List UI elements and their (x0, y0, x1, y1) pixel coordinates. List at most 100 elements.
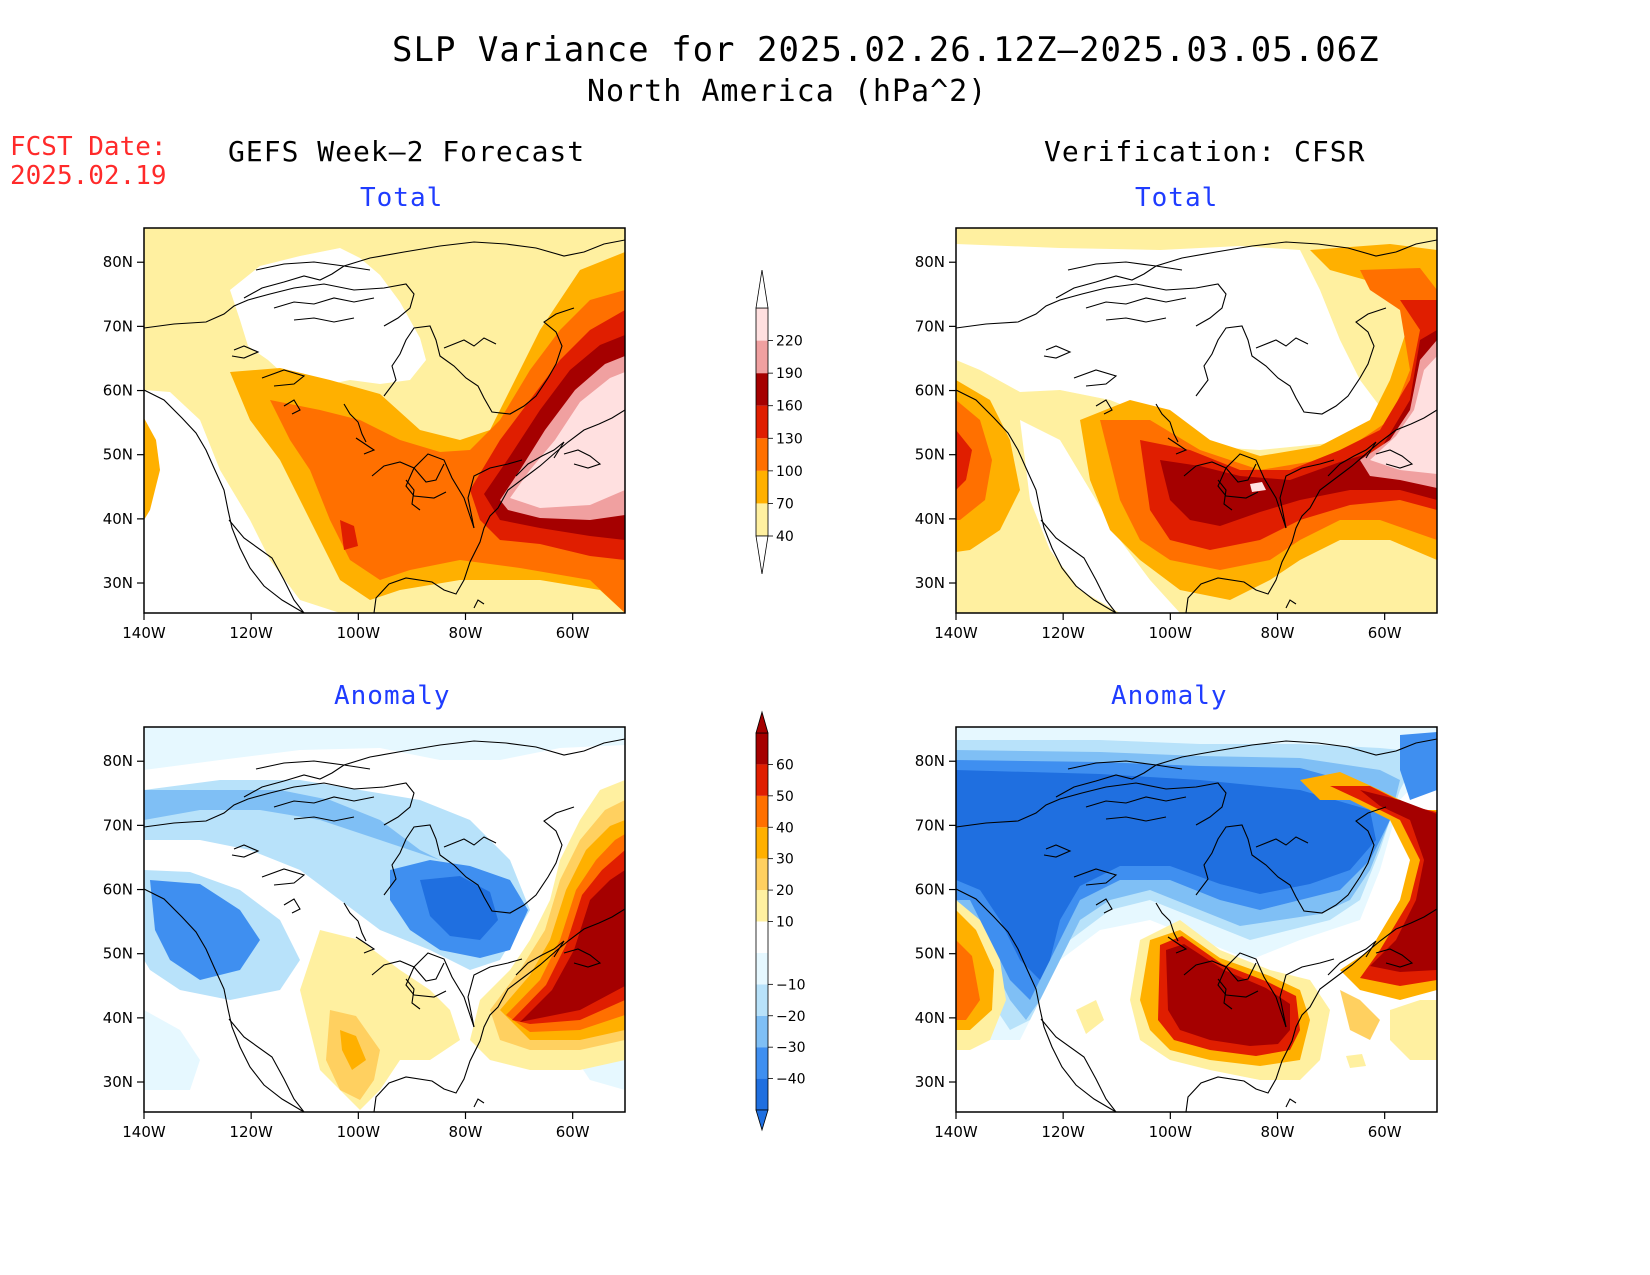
lon-tick-label: 140W (122, 624, 166, 642)
lat-tick-label: 60N (915, 382, 945, 400)
colorbar-swatch (756, 764, 768, 796)
lat-tick-label: 40N (915, 510, 945, 528)
lat-tick-label: 80N (915, 253, 945, 271)
colorbar-cap-bottom (755, 1109, 769, 1132)
lon-tick-label: 120W (1041, 624, 1085, 642)
colorbar-swatch (756, 438, 768, 471)
lat-tick-label: 70N (915, 317, 945, 335)
lat-tick-label: 40N (103, 510, 133, 528)
colorbar-label: 160 (776, 399, 803, 415)
colorbar-swatch (756, 858, 768, 891)
lat-tick-label: 40N (103, 1009, 133, 1027)
fcst-date-value: 2025.02.19 (10, 161, 167, 191)
lat-tick-label: 30N (915, 574, 945, 592)
lat-tick-label: 70N (915, 816, 945, 834)
map-gefs-total (143, 227, 626, 614)
fcst-date-label: FCST Date: (10, 132, 167, 162)
lon-tick-label: 120W (229, 624, 273, 642)
colorbar-swatch (756, 1078, 768, 1110)
lat-tick-label: 60N (103, 881, 133, 899)
lat-tick-label: 80N (103, 253, 133, 271)
lon-tick-label: 100W (1149, 1123, 1193, 1141)
figure-subtitle: North America (hPa^2) (587, 74, 988, 109)
colorbar-label: 10 (776, 915, 794, 931)
colorbar-cap-bottom (755, 535, 769, 575)
left-column-title: GEFS Week–2 Forecast (228, 135, 586, 168)
colorbar-cap-top (755, 710, 769, 734)
lon-tick-label: 80W (449, 624, 483, 642)
lat-tick-label: 50N (103, 446, 133, 464)
colorbar-swatch (756, 890, 768, 922)
colorbar-label: 50 (776, 789, 794, 805)
lat-tick-label: 30N (103, 1073, 133, 1091)
colorbar-label: 30 (776, 852, 794, 868)
colorbar-label: −20 (776, 1009, 806, 1025)
lon-tick-label: 120W (229, 1123, 273, 1141)
colorbar-swatch (756, 795, 768, 828)
lon-tick-label: 140W (934, 1123, 978, 1141)
colorbar-swatch (756, 340, 768, 374)
lat-tick-label: 60N (915, 881, 945, 899)
colorbar-label: 40 (776, 820, 794, 836)
colorbar-label: 40 (776, 529, 794, 545)
lon-tick-label: 100W (337, 624, 381, 642)
colorbar-label: −40 (776, 1072, 806, 1088)
lon-tick-label: 80W (449, 1123, 483, 1141)
colorbar-swatch (756, 1015, 768, 1048)
colorbar-label: 20 (776, 883, 794, 899)
lon-tick-label: 80W (1261, 1123, 1295, 1141)
colorbar-swatch (756, 921, 768, 953)
colorbar-swatch (756, 1047, 768, 1079)
lon-tick-label: 60W (1368, 1123, 1402, 1141)
colorbar-swatch (756, 308, 768, 341)
colorbar-anomaly: −40 −30 −20 −10 10 20 30 40 50 60 (755, 710, 806, 1132)
colorbar-label: −30 (776, 1040, 806, 1056)
figure-title: SLP Variance for 2025.02.26.12Z–2025.03.… (392, 30, 1380, 70)
panel-title-bottom-left: Anomaly (334, 681, 451, 711)
lat-tick-label: 60N (103, 382, 133, 400)
lat-tick-label: 80N (915, 752, 945, 770)
lon-tick-label: 100W (337, 1123, 381, 1141)
colorbar-swatch (756, 952, 768, 985)
colorbar-swatch (756, 827, 768, 859)
colorbar-label: 70 (776, 496, 794, 512)
lon-tick-label: 60W (1368, 624, 1402, 642)
colorbar-swatch (756, 373, 768, 406)
lat-tick-label: 40N (915, 1009, 945, 1027)
lat-tick-label: 50N (915, 945, 945, 963)
map-cfsr-total (955, 227, 1438, 614)
colorbar-label: 60 (776, 757, 794, 773)
colorbar-label: −10 (776, 977, 806, 993)
panel-title-bottom-right: Anomaly (1111, 681, 1228, 711)
lon-tick-label: 100W (1149, 624, 1193, 642)
lon-tick-label: 60W (556, 624, 590, 642)
map-cfsr-anomaly (955, 726, 1438, 1113)
lon-tick-label: 80W (1261, 624, 1295, 642)
colorbar-swatch (756, 405, 768, 439)
colorbar-label: 190 (776, 366, 803, 382)
lat-tick-label: 80N (103, 752, 133, 770)
lat-tick-label: 70N (103, 317, 133, 335)
lon-tick-label: 140W (934, 624, 978, 642)
lat-tick-label: 50N (915, 446, 945, 464)
colorbar-swatch (756, 470, 768, 504)
lat-tick-label: 50N (103, 945, 133, 963)
lat-tick-label: 30N (103, 574, 133, 592)
map-gefs-anomaly (143, 726, 626, 1113)
lat-tick-label: 30N (915, 1073, 945, 1091)
colorbar-swatch (756, 503, 768, 536)
right-column-title: Verification: CFSR (1044, 135, 1366, 168)
colorbar-total: 40 70 100 130 160 190 220 (755, 269, 803, 575)
panel-title-top-right: Total (1135, 183, 1219, 213)
lon-tick-label: 60W (556, 1123, 590, 1141)
lat-tick-label: 70N (103, 816, 133, 834)
colorbar-swatch (756, 733, 768, 765)
colorbar-label: 100 (776, 464, 803, 480)
panel-title-top-left: Total (360, 183, 444, 213)
lon-tick-label: 140W (122, 1123, 166, 1141)
lon-tick-label: 120W (1041, 1123, 1085, 1141)
colorbar-label: 130 (776, 431, 803, 447)
colorbar-swatch (756, 984, 768, 1016)
colorbar-label: 220 (776, 334, 803, 350)
